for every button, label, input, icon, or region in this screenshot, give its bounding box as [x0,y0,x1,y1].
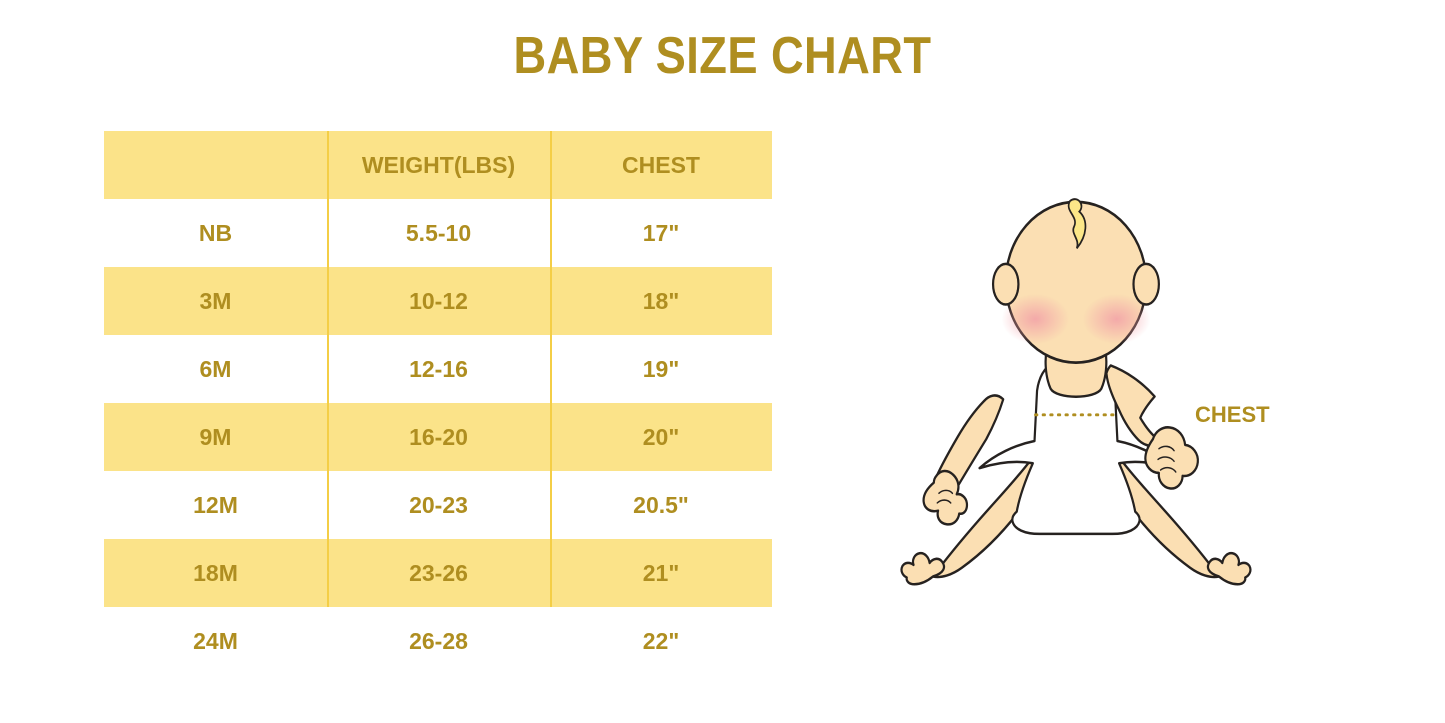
svg-text:CHEST: CHEST [1195,402,1270,427]
